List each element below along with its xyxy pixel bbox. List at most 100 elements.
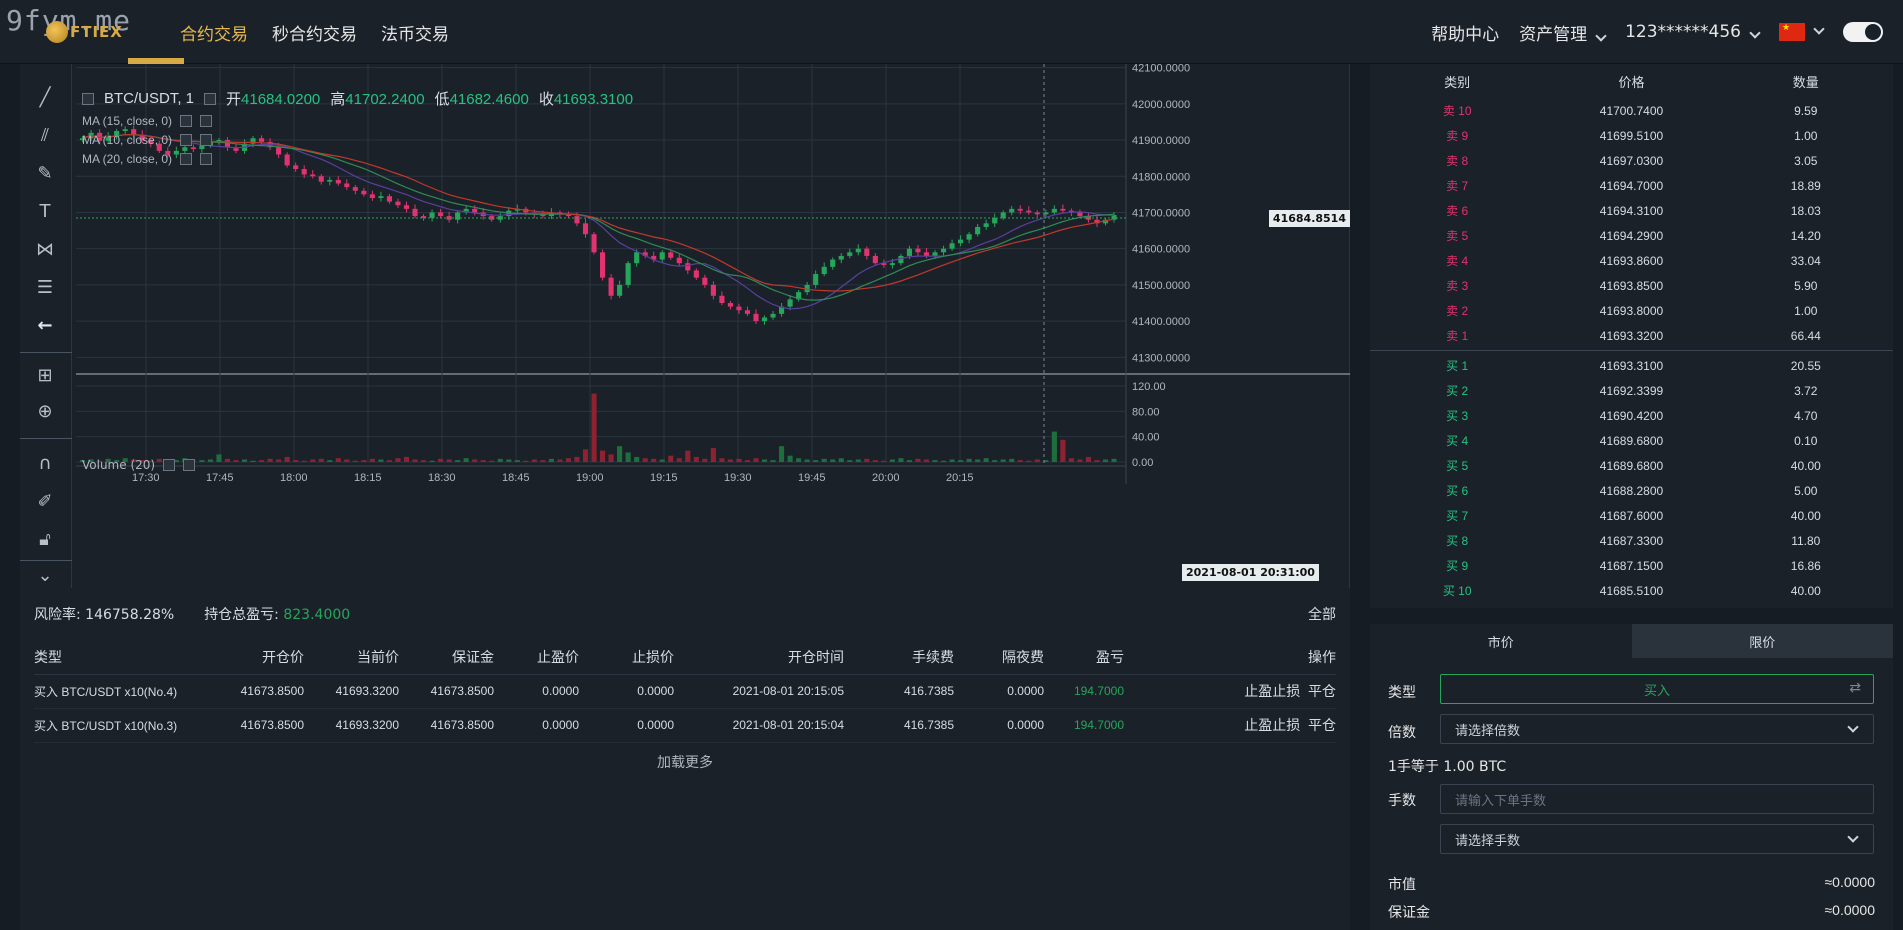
order-book-row[interactable]: 买 8 41687.3300 11.80 — [1370, 528, 1893, 553]
lots-select-value: 请选择手数 — [1455, 833, 1521, 849]
settings-icon[interactable] — [180, 153, 193, 165]
order-book-row[interactable]: 卖 9 41699.5100 1.00 — [1370, 123, 1893, 148]
volume-bar — [582, 449, 589, 462]
book-price: 41685.5100 — [1599, 583, 1664, 598]
book-side: 买 4 — [1446, 434, 1469, 448]
order-book-row[interactable]: 卖 3 41693.8500 5.90 — [1370, 273, 1893, 298]
close-position-button[interactable]: 平仓 — [1308, 717, 1336, 733]
help-center-link[interactable]: 帮助中心 — [1431, 24, 1500, 45]
theme-toggle[interactable] — [1843, 22, 1883, 42]
settings-icon[interactable] — [204, 92, 217, 105]
actions: 止盈止损 平仓 — [1124, 708, 1336, 743]
order-book-row[interactable]: 买 3 41690.4200 4.70 — [1370, 403, 1893, 428]
volume-bar — [1068, 458, 1074, 462]
order-book-row[interactable]: 卖 2 41693.8000 1.00 — [1370, 298, 1893, 323]
nav-contract-trading[interactable]: 合约交易 — [180, 24, 248, 45]
language-menu[interactable] — [1779, 23, 1825, 41]
user-menu[interactable]: 123******456 — [1625, 22, 1761, 42]
candle-body — [182, 147, 188, 151]
col-side: 类别 — [1444, 75, 1471, 91]
candle-body — [753, 313, 759, 322]
order-book-row[interactable]: 卖 4 41693.8600 33.04 — [1370, 248, 1893, 273]
settings-icon[interactable] — [180, 134, 193, 146]
book-amount: 5.90 — [1794, 278, 1818, 293]
order-book-row[interactable]: 买 10 41685.5100 40.00 — [1370, 578, 1893, 603]
lots-select[interactable]: 请选择手数 — [1440, 824, 1874, 854]
unlock-icon[interactable]: 🔓︎ — [39, 528, 51, 550]
asset-menu[interactable]: 资产管理 — [1519, 20, 1607, 45]
measure-icon[interactable]: ☰ — [36, 276, 54, 298]
order-book-row[interactable]: 卖 6 41694.3100 18.03 — [1370, 198, 1893, 223]
zoom-in-icon[interactable]: ⊕ — [37, 400, 53, 422]
load-more-button[interactable]: 加载更多 — [657, 755, 713, 771]
arrow-left-icon[interactable]: ← — [37, 314, 53, 336]
candle-body — [966, 234, 972, 240]
brush-icon[interactable]: ✎ — [37, 162, 53, 184]
chevron-down-icon[interactable]: ⌄ — [37, 564, 53, 586]
col-actions: 操作 — [1124, 640, 1336, 675]
candle-body — [600, 252, 606, 278]
close-icon[interactable] — [200, 134, 213, 146]
book-amount: 18.89 — [1790, 178, 1821, 193]
candle-body — [992, 217, 998, 224]
time-tick-label: 19:15 — [650, 472, 678, 484]
candle-body — [224, 140, 231, 148]
settings-icon[interactable] — [163, 459, 176, 471]
leverage-select[interactable]: 请选择倍数 — [1440, 714, 1874, 744]
nav-second-contract[interactable]: 秒合约交易 — [272, 24, 357, 45]
lots-input[interactable]: 请输入下单手数 — [1440, 784, 1874, 814]
fib-tool-icon[interactable]: ⫽ — [40, 124, 50, 146]
lock-drawing-icon[interactable]: ✐ — [37, 490, 53, 512]
swap-icon[interactable]: ⇄ — [1849, 680, 1861, 696]
settings-icon[interactable] — [180, 115, 193, 127]
book-side: 买 8 — [1446, 534, 1469, 548]
close-icon[interactable] — [200, 115, 213, 127]
high-label: 高 — [330, 91, 346, 108]
order-book-row[interactable]: 卖 1 41693.3200 66.44 — [1370, 323, 1893, 348]
trend-line-icon[interactable]: ╱ — [39, 86, 51, 108]
candle-body — [148, 140, 154, 144]
book-side: 买 5 — [1446, 459, 1469, 473]
all-filter-button[interactable]: 全部 — [1308, 607, 1336, 623]
order-book-row[interactable]: 买 5 41689.6800 40.00 — [1370, 453, 1893, 478]
forecast-icon[interactable]: ⊞ — [37, 364, 53, 386]
order-book-row[interactable]: 买 7 41687.6000 40.00 — [1370, 503, 1893, 528]
tp-sl-button[interactable]: 止盈止损 — [1244, 683, 1301, 699]
order-book-row[interactable]: 买 6 41688.2800 5.00 — [1370, 478, 1893, 503]
buy-direction-button[interactable]: 买入 ⇄ — [1440, 674, 1874, 704]
book-price: 41700.7400 — [1599, 103, 1664, 118]
order-book-row[interactable]: 卖 7 41694.7000 18.89 — [1370, 173, 1893, 198]
book-price: 41694.3100 — [1599, 203, 1664, 218]
order-book-row[interactable]: 买 4 41689.6800 0.10 — [1370, 428, 1893, 453]
logo[interactable]: FTIEX — [46, 18, 136, 46]
close-position-button[interactable]: 平仓 — [1308, 683, 1336, 699]
order-book-row[interactable]: 卖 8 41697.0300 3.05 — [1370, 148, 1893, 173]
order-book-row[interactable]: 卖 10 41700.7400 9.59 — [1370, 98, 1893, 123]
candle-body — [651, 255, 657, 260]
legend-toggle-icon[interactable] — [82, 92, 94, 105]
order-book-row[interactable]: 卖 5 41694.2900 14.20 — [1370, 223, 1893, 248]
volume-bar — [779, 446, 785, 462]
order-book-row[interactable]: 买 1 41693.3100 20.55 — [1370, 353, 1893, 378]
order-book-row[interactable]: 买 2 41692.3399 3.72 — [1370, 378, 1893, 403]
volume-bar — [625, 452, 631, 462]
pattern-icon[interactable]: ⋈ — [36, 238, 54, 260]
volume-bar — [668, 455, 674, 462]
tp-sl-button[interactable]: 止盈止损 — [1244, 717, 1301, 733]
price-chart[interactable]: 42100.0000 42000.0000 41900.0000 41800.0000… — [76, 64, 1350, 588]
open-label: 开 — [226, 91, 242, 108]
nav-fiat-trading[interactable]: 法币交易 — [381, 24, 449, 45]
tab-limit[interactable]: 限价 — [1631, 624, 1893, 658]
tab-market[interactable]: 市价 — [1370, 624, 1632, 658]
text-tool-icon[interactable]: T — [39, 200, 51, 222]
close-icon[interactable] — [183, 459, 196, 471]
time-tick-label: 19:45 — [798, 472, 826, 484]
book-price: 41690.4200 — [1599, 408, 1664, 423]
close-icon[interactable] — [200, 153, 213, 165]
book-amount: 5.00 — [1794, 483, 1818, 498]
magnet-icon[interactable]: ∩ — [38, 452, 52, 474]
book-price: 41689.6800 — [1599, 458, 1664, 473]
volume-bar — [617, 446, 623, 462]
col-margin: 保证金 — [399, 640, 494, 675]
order-book-row[interactable]: 买 9 41687.1500 16.86 — [1370, 553, 1893, 578]
